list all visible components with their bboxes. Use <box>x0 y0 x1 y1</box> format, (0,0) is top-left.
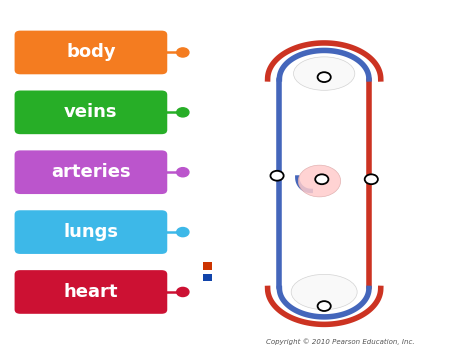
FancyBboxPatch shape <box>15 270 167 314</box>
Circle shape <box>315 174 328 184</box>
FancyBboxPatch shape <box>15 91 167 134</box>
Text: lungs: lungs <box>64 223 118 241</box>
Circle shape <box>365 174 378 184</box>
Ellipse shape <box>298 165 341 197</box>
Circle shape <box>177 168 189 177</box>
Ellipse shape <box>291 274 357 310</box>
Bar <box>203 274 211 282</box>
Text: arteries: arteries <box>51 163 131 181</box>
Circle shape <box>318 301 331 311</box>
Circle shape <box>177 48 189 57</box>
Ellipse shape <box>293 57 355 90</box>
Text: heart: heart <box>64 283 118 301</box>
Circle shape <box>177 288 189 296</box>
Text: Copyright © 2010 Pearson Education, Inc.: Copyright © 2010 Pearson Education, Inc. <box>266 338 415 345</box>
Circle shape <box>177 108 189 117</box>
Text: veins: veins <box>64 103 118 121</box>
FancyBboxPatch shape <box>15 151 167 194</box>
Circle shape <box>177 228 189 237</box>
Text: body: body <box>66 43 116 61</box>
Bar <box>203 262 211 270</box>
Circle shape <box>271 171 283 181</box>
FancyBboxPatch shape <box>15 210 167 254</box>
FancyBboxPatch shape <box>15 31 167 74</box>
Circle shape <box>318 72 331 82</box>
